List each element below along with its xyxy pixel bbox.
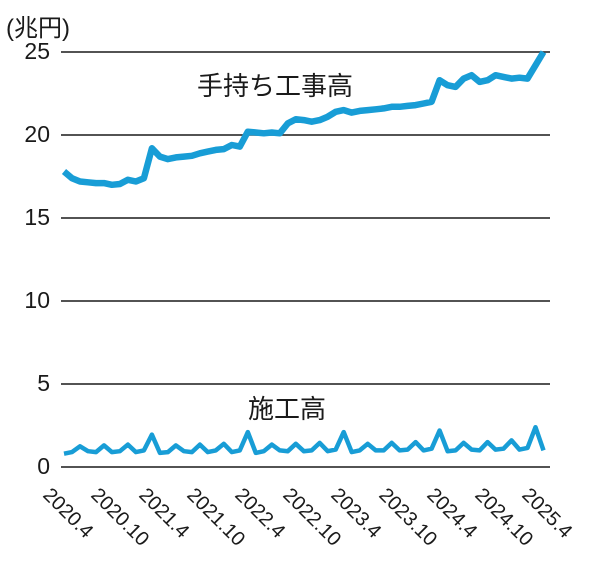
- y-tick-label-20: 20: [24, 121, 50, 147]
- construction-volume-line: [63, 424, 546, 456]
- series-label-order-backlog: 手持ち工事高: [197, 71, 354, 101]
- y-tick-label-0: 0: [37, 453, 50, 479]
- series-label-construction-volume: 施工高: [248, 394, 327, 424]
- y-tick-label-15: 15: [24, 204, 50, 230]
- y-tick-label-5: 5: [37, 370, 50, 396]
- y-axis-unit-label: (兆円): [6, 15, 70, 42]
- y-tick-label-10: 10: [24, 287, 50, 313]
- order-backlog-line: [61, 50, 547, 189]
- y-tick-label-25: 25: [24, 38, 50, 64]
